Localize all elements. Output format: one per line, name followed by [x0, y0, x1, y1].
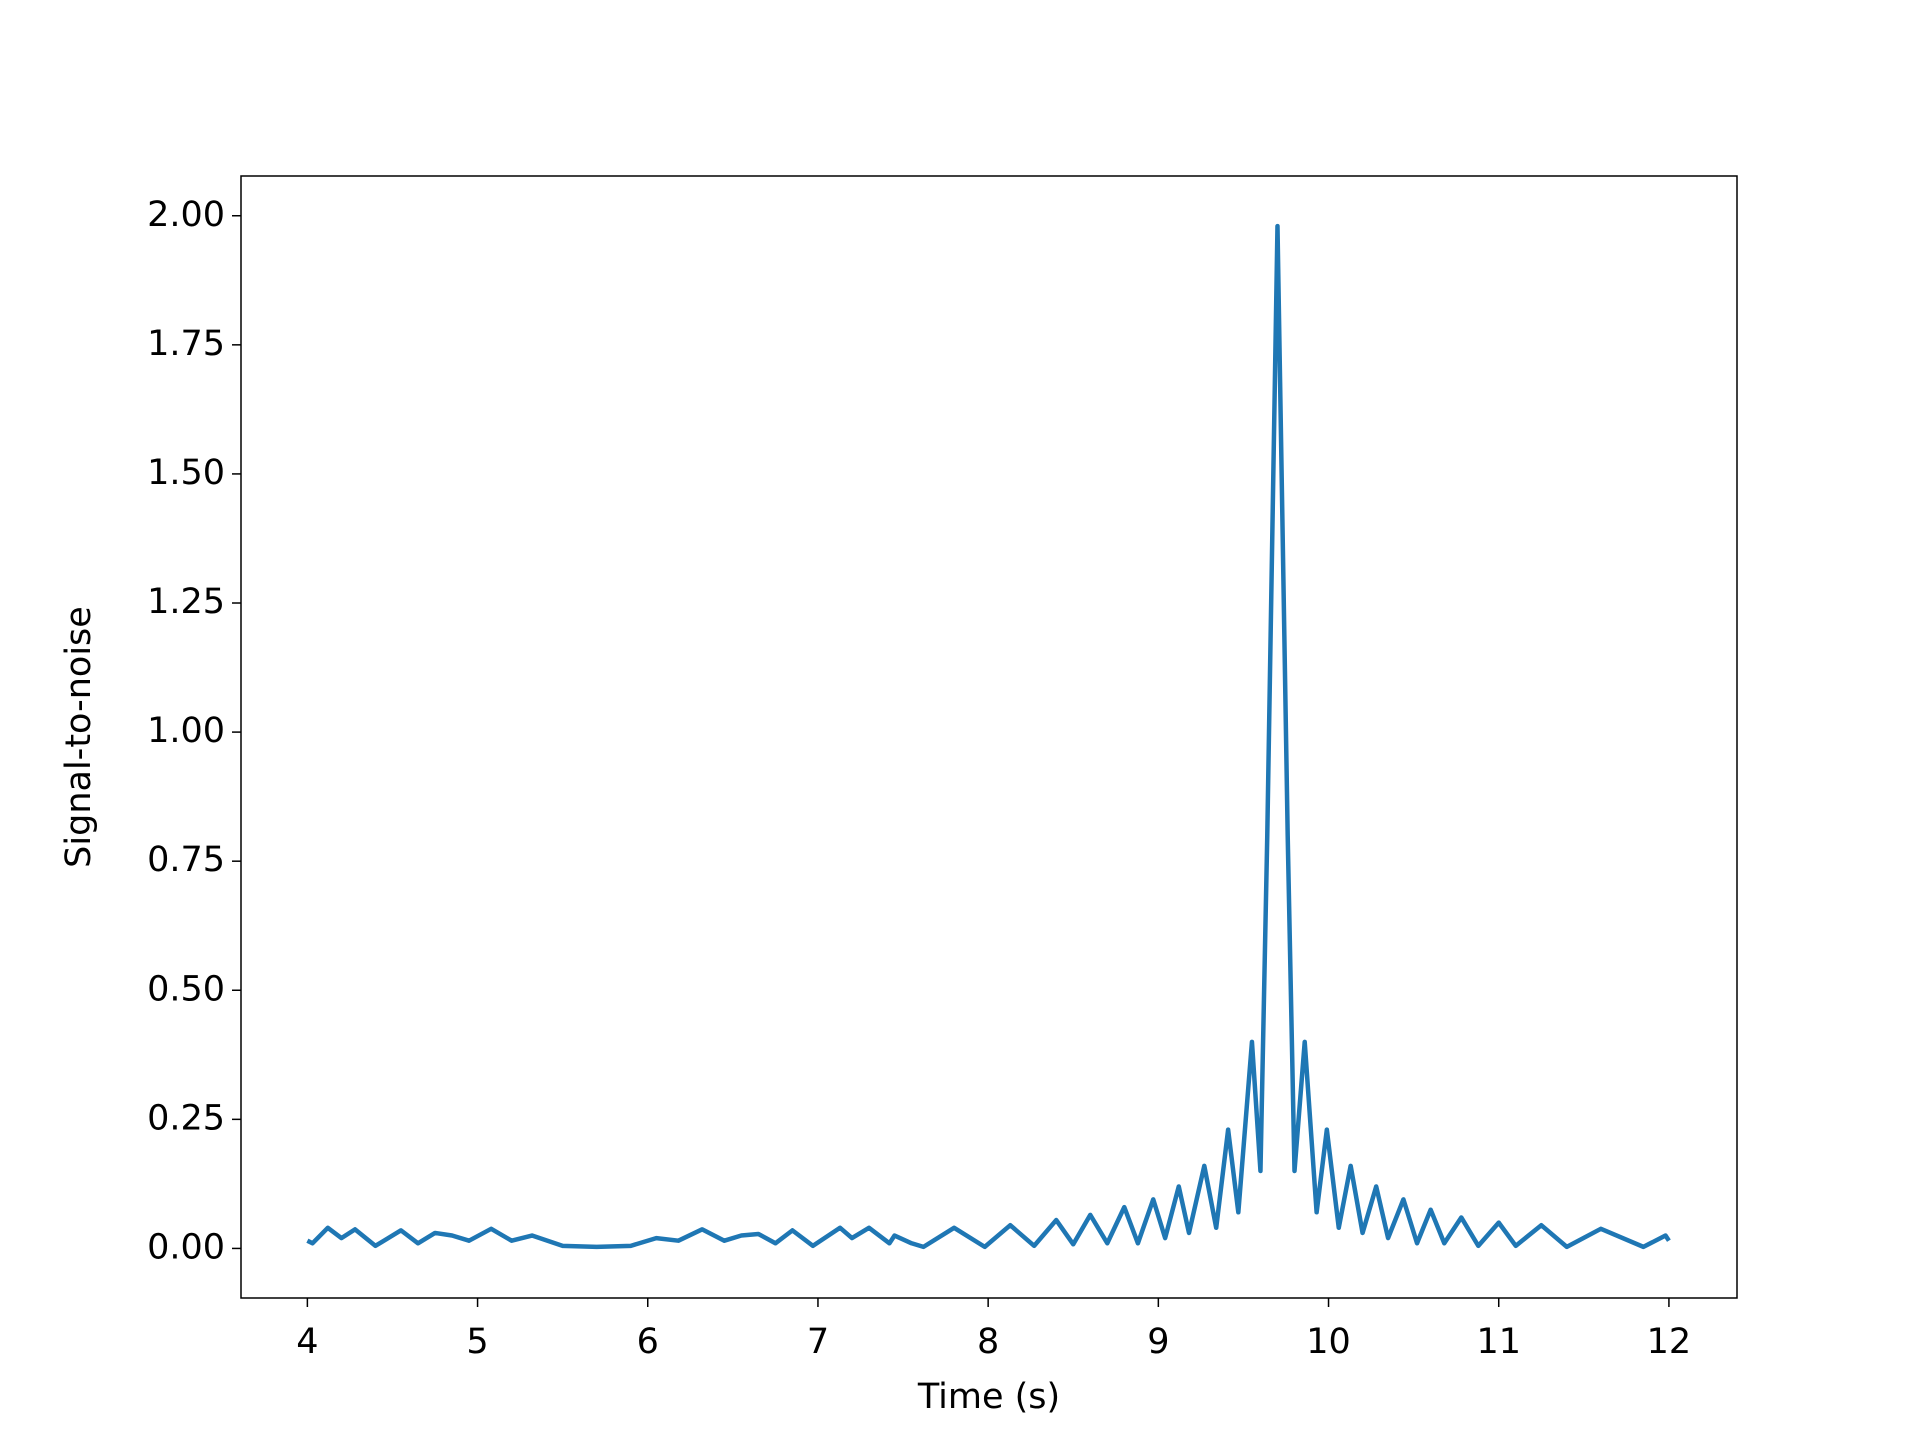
- y-tick-label: 1.00: [147, 711, 225, 751]
- y-tick-label: 0.25: [147, 1098, 225, 1138]
- y-tick-label: 1.50: [147, 453, 225, 493]
- x-tick-label: 9: [1147, 1322, 1169, 1362]
- x-tick-label: 8: [977, 1322, 999, 1362]
- x-tick-label: 12: [1647, 1322, 1692, 1362]
- x-tick-label: 10: [1306, 1322, 1351, 1362]
- y-axis-label: Signal-to-noise: [59, 606, 99, 868]
- x-tick-label: 6: [637, 1322, 659, 1362]
- y-tick-label: 0.00: [147, 1227, 225, 1267]
- x-tick-label: 4: [296, 1322, 318, 1362]
- x-tick-label: 7: [807, 1322, 829, 1362]
- y-tick-label: 0.75: [147, 840, 225, 880]
- y-tick-label: 0.50: [147, 969, 225, 1009]
- plot-frame: [240, 175, 1738, 1299]
- x-tick-label: 11: [1476, 1322, 1521, 1362]
- y-tick-label: 1.25: [147, 582, 225, 622]
- x-tick-label: 5: [466, 1322, 488, 1362]
- y-tick-label: 2.00: [147, 195, 225, 235]
- y-tick-label: 1.75: [147, 324, 225, 364]
- line: [306, 223, 1671, 1250]
- x-axis-label: Time (s): [917, 1377, 1060, 1417]
